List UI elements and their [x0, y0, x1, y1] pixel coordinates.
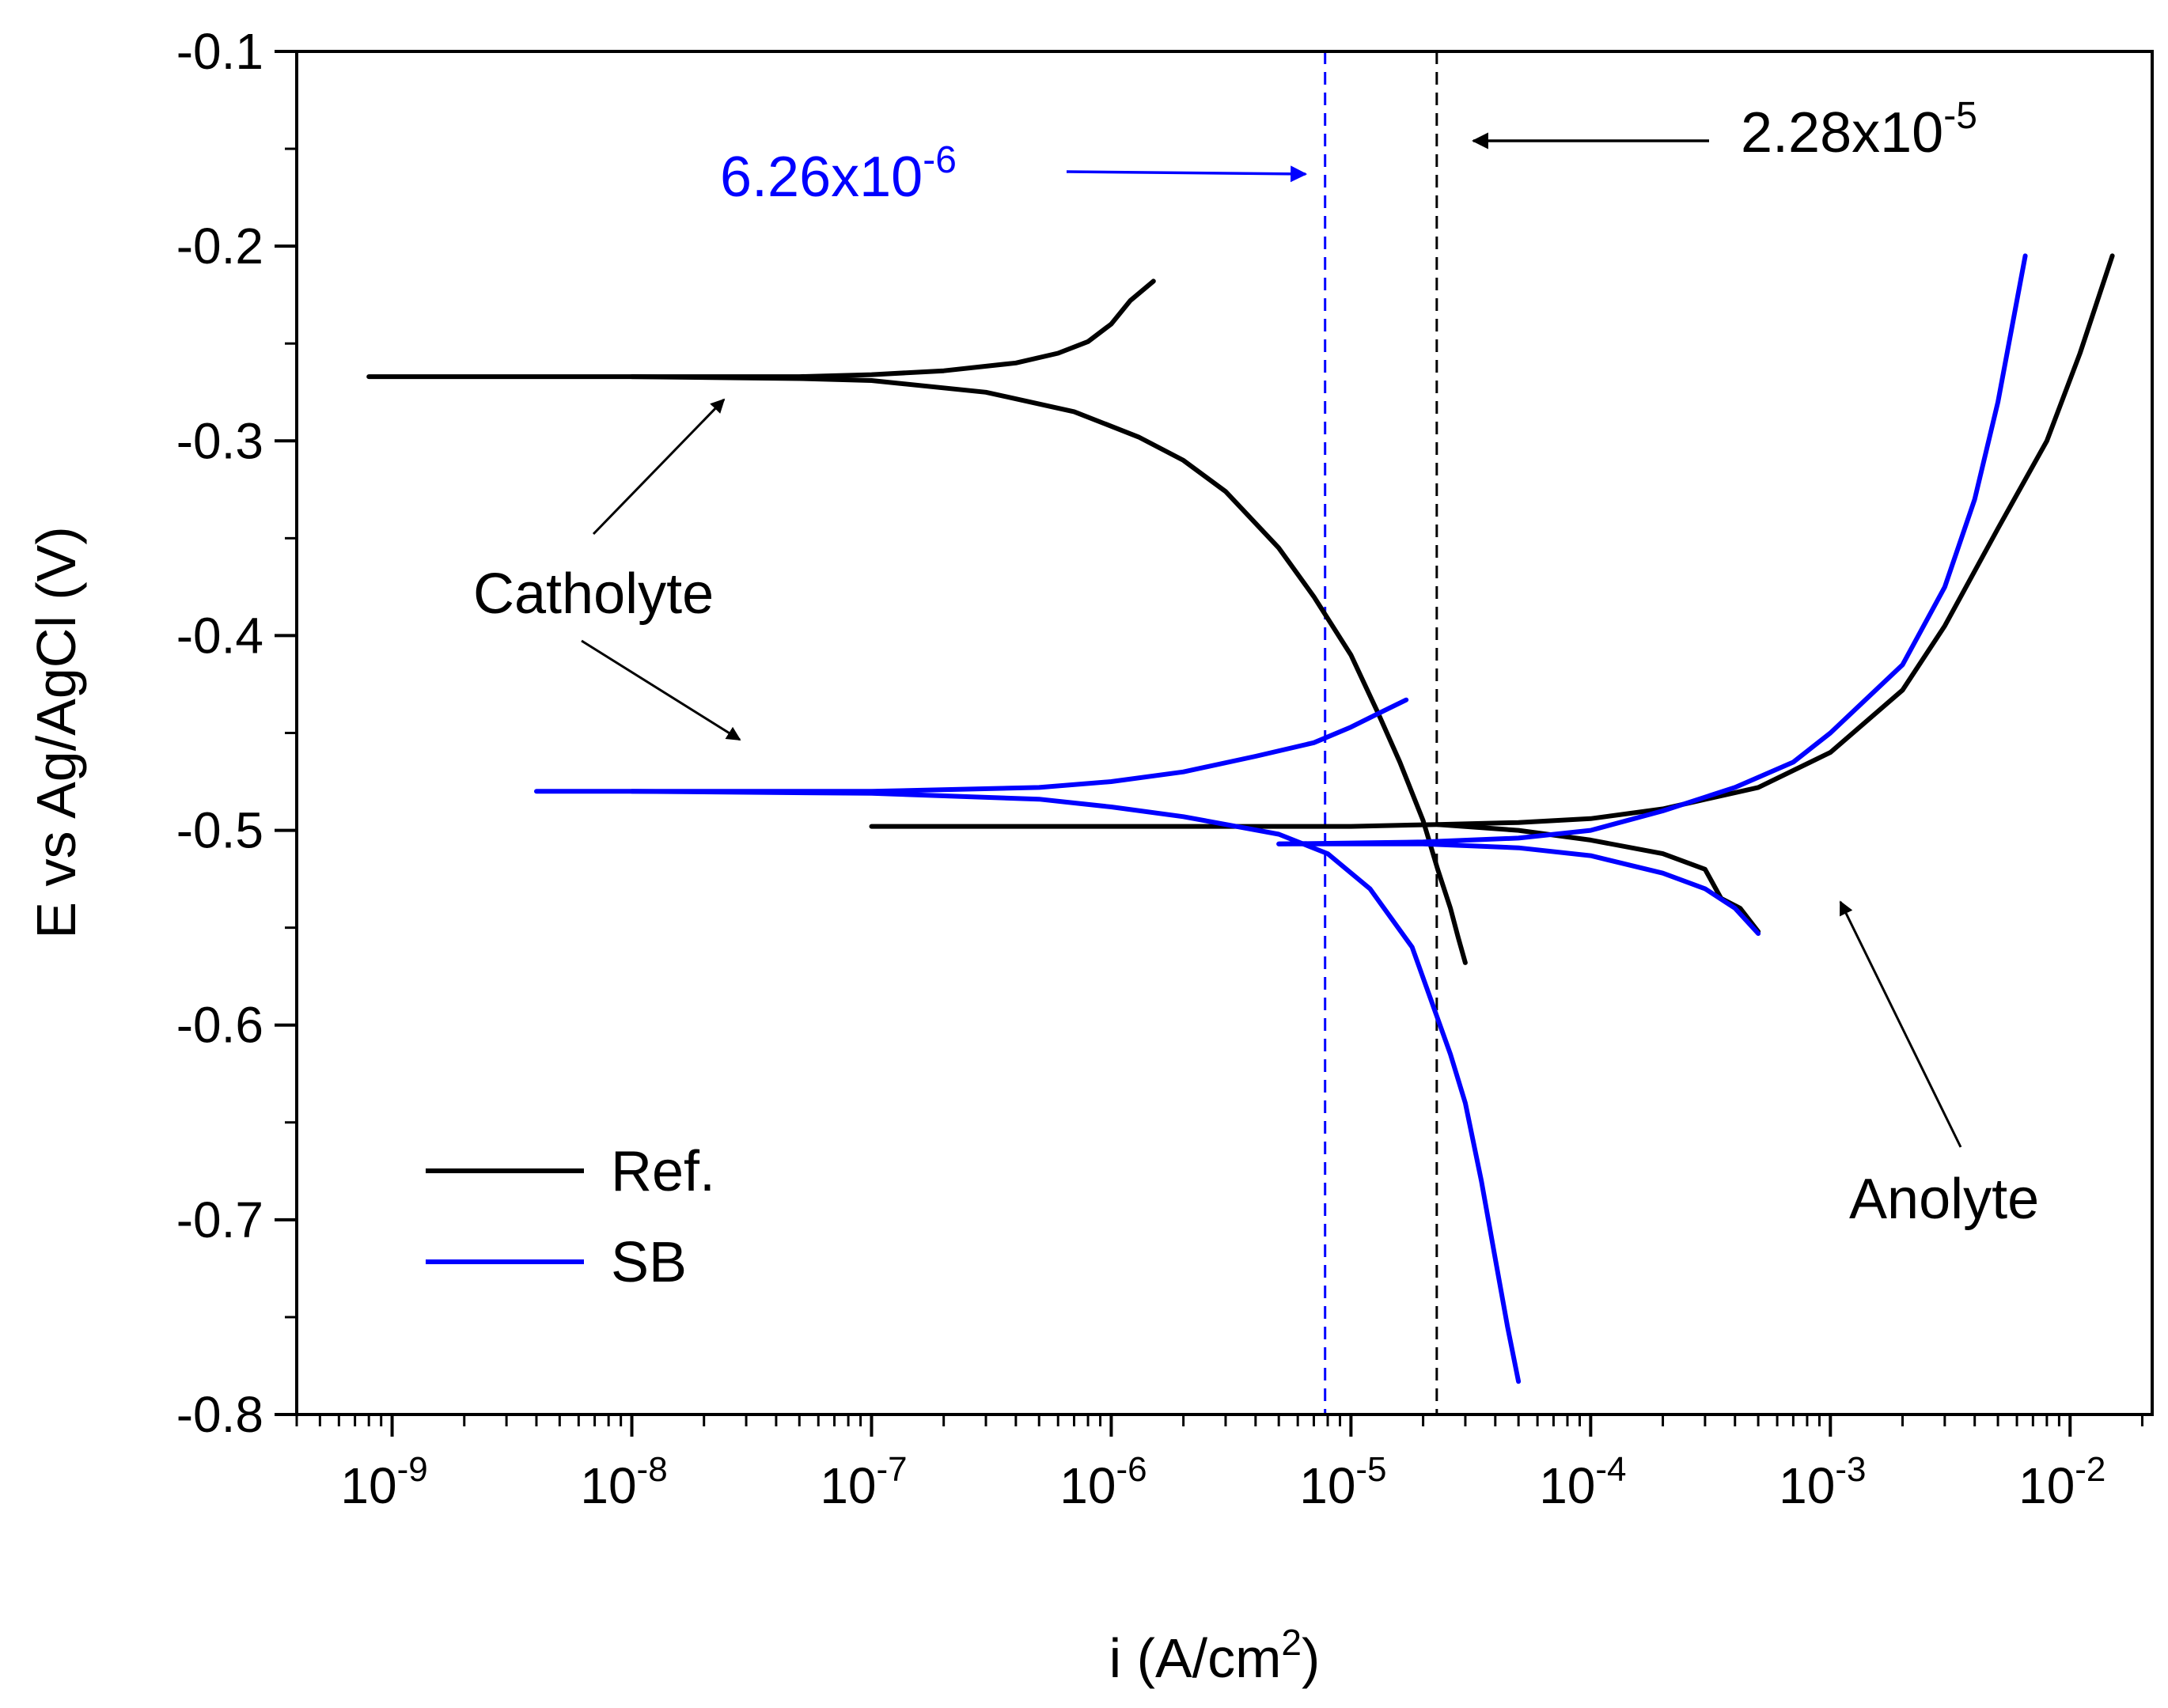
x-tick-label: 10-8: [580, 1450, 667, 1514]
plot-frame: [295, 50, 2154, 1416]
y-tick-labels: -0.1 -0.2 -0.3 -0.4 -0.5 -0.6 -0.7 -0.8: [176, 23, 263, 1443]
catholyte-label: Catholyte: [473, 562, 714, 626]
x-tick-labels: 10-9 10-8 10-7 10-6 10-5 10-4 10-3 10-2: [340, 1450, 2105, 1514]
x-tick-label: 10-6: [1059, 1450, 1147, 1514]
series-line-ref-anolyte-anodic: [869, 253, 2115, 829]
anolyte-label: Anolyte: [1849, 1168, 2039, 1231]
data-series: [366, 253, 2115, 1384]
legend-ref-label: Ref.: [611, 1140, 715, 1203]
series-line-ref-catholyte-anodic: [629, 278, 1156, 380]
y-axis-title: E vs Ag/AgCl (V): [25, 526, 87, 938]
legend: Ref. SB: [426, 1140, 715, 1294]
series-line-sb-anolyte-anodic: [1276, 253, 2028, 846]
series-line-ref-anolyte-cathodic: [1435, 822, 1761, 934]
x-tick-label: 10-9: [340, 1450, 427, 1514]
series-line-sb-anolyte-cathodic: [1276, 841, 1761, 936]
ref-icorr-annotation: 2.28x10-5: [1741, 95, 1977, 165]
y-tick-label: -0.2: [176, 218, 263, 275]
reference-lines: [1324, 51, 1438, 1414]
x-axis-title: i (A/cm2): [1109, 1622, 1321, 1689]
legend-sb-label: SB: [611, 1231, 687, 1294]
sb-icorr-arrow: [1066, 165, 1308, 183]
series-line-sb-catholyte-cathodic: [534, 789, 1522, 1384]
y-tick-label: -0.7: [176, 1191, 263, 1248]
x-tick-label: 10-7: [820, 1450, 907, 1514]
sb-icorr-annotation: 6.26x10-6: [720, 139, 957, 209]
catholyte-arrow-lower: [581, 639, 741, 741]
x-tick-label: 10-2: [2018, 1450, 2105, 1514]
x-tick-label: 10-5: [1299, 1450, 1386, 1514]
y-tick-label: -0.3: [176, 412, 263, 469]
anolyte-arrow: [1839, 900, 1962, 1148]
y-tick-label: -0.6: [176, 997, 263, 1054]
series-line-ref-catholyte-cathodic: [366, 374, 1468, 965]
y-tick-label: -0.8: [176, 1386, 263, 1443]
y-tick-label: -0.5: [176, 802, 263, 859]
catholyte-arrow-upper: [592, 398, 726, 536]
series-line-sb-catholyte-anodic: [629, 697, 1409, 794]
x-tick-label: 10-4: [1539, 1450, 1626, 1514]
y-tick-label: -0.4: [176, 607, 263, 664]
x-tick-label: 10-3: [1779, 1450, 1866, 1514]
y-tick-label: -0.1: [176, 23, 263, 80]
axis-ticks: [275, 50, 2143, 1437]
